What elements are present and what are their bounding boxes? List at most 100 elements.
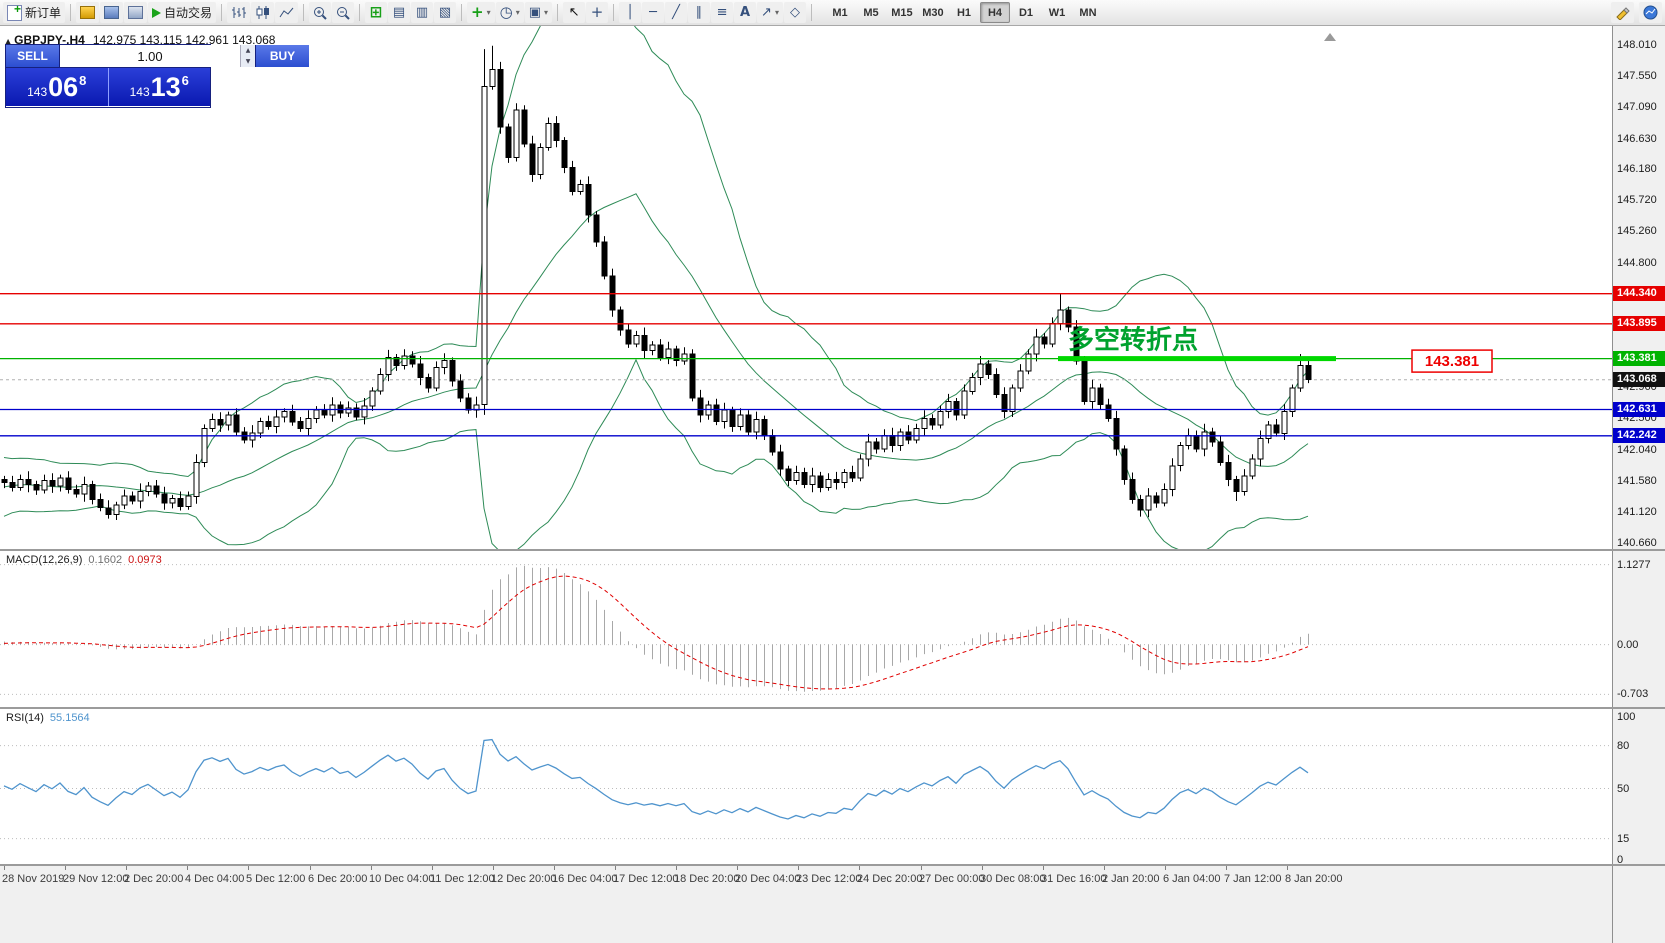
market-watch-button[interactable]	[76, 2, 100, 23]
candle-body	[817, 475, 824, 488]
tf-M1[interactable]: M1	[832, 6, 848, 19]
panel-divider[interactable]	[0, 707, 1665, 709]
toolbar-separator	[557, 4, 559, 21]
time-label: 20 Dec 04:00	[735, 873, 801, 885]
chart-shift-marker[interactable]	[1324, 33, 1336, 41]
tf-D1[interactable]: D1	[1018, 6, 1033, 19]
candle-body	[89, 484, 96, 501]
period-button[interactable]: ◷ ▾	[495, 2, 524, 23]
tf-H4[interactable]: H4	[979, 2, 1010, 23]
candle-body	[281, 411, 288, 418]
price-chart-canvas[interactable]: 多空转折点 143.381	[0, 25, 1613, 549]
vertical-line-tool-button[interactable]: │	[619, 2, 642, 23]
macd-canvas[interactable]	[0, 551, 1613, 707]
candle-body	[1193, 434, 1200, 450]
candle-body	[1265, 424, 1272, 440]
candle-body	[897, 431, 904, 446]
buy-price-prefix: 143	[129, 84, 150, 99]
price-scale[interactable]: 148.010 147.550 147.090 146.630 146.180 145.7…	[1613, 25, 1665, 943]
navigator-button[interactable]	[100, 2, 124, 23]
candle-body	[1241, 475, 1248, 492]
tf-M15[interactable]: M15	[891, 6, 913, 19]
time-axis[interactable]: 28 Nov 2019 29 Nov 12:00 2 Dec 20:00 4 Dec …	[0, 866, 1613, 943]
zoom-out-button[interactable]	[332, 2, 355, 23]
buy-price[interactable]: 143 13 6	[108, 68, 210, 106]
tile-windows-button[interactable]: ⊞	[365, 2, 388, 23]
tf-W1[interactable]: W1	[1048, 6, 1066, 19]
toolbar-separator	[461, 4, 463, 21]
candle-body	[609, 275, 616, 311]
template-button[interactable]: ▣ ▾	[524, 2, 553, 23]
price-tick: 140.660	[1617, 537, 1657, 549]
price-label-box[interactable]	[1411, 349, 1493, 373]
candle-body	[81, 484, 88, 495]
crosshair-tool-button[interactable]: +	[586, 2, 609, 23]
panel-divider[interactable]	[0, 549, 1665, 551]
profile-button-2[interactable]: ▥	[411, 2, 434, 23]
candlestick-chart-button[interactable]	[251, 2, 275, 23]
text-tool-icon: A	[740, 5, 751, 20]
horizontal-line-icon: ─	[649, 5, 657, 20]
candle-body	[457, 380, 464, 399]
macd-panel[interactable]: MACD(12,26,9) 0.1602 0.0973	[0, 551, 1613, 707]
auto-trading-button[interactable]: 自动交易	[148, 2, 217, 23]
time-tick	[371, 866, 372, 870]
bar-chart-button[interactable]	[227, 2, 251, 23]
volume-input[interactable]	[60, 45, 240, 67]
cursor-tool-button[interactable]: ↖	[563, 2, 586, 23]
bollinger-lower-band	[3, 358, 1309, 549]
metaeditor-button[interactable]	[1611, 2, 1634, 23]
candle-body	[617, 309, 624, 331]
rsi-scale-tick: 15	[1617, 832, 1630, 845]
candle-body	[1153, 495, 1160, 504]
trendline-tool-button[interactable]: ╱	[665, 2, 688, 23]
terminal-button[interactable]	[124, 2, 148, 23]
time-label: 31 Dec 16:00	[1041, 873, 1107, 885]
add-indicator-button[interactable]: + ▾	[467, 2, 495, 23]
sell-button[interactable]: SELL	[6, 45, 59, 67]
arrow-tool-icon: ↗	[761, 5, 772, 20]
highlight-segment[interactable]	[1058, 356, 1336, 362]
new-order-button[interactable]: 新订单	[3, 2, 66, 23]
candle-body	[921, 417, 928, 429]
tf-M5[interactable]: M5	[863, 6, 879, 19]
auto-trading-label: 自动交易	[164, 6, 213, 20]
panel-divider[interactable]	[0, 864, 1665, 866]
horizontal-line-tool-button[interactable]: ─	[642, 2, 665, 23]
rsi-panel[interactable]: RSI(14) 55.1564	[0, 709, 1613, 864]
profile-button-1[interactable]: ▤	[388, 2, 411, 23]
profile-button-3[interactable]: ▧	[434, 2, 457, 23]
zoom-in-button[interactable]	[309, 2, 332, 23]
collapse-icon[interactable]: ▲	[5, 37, 12, 46]
buy-button[interactable]: BUY	[256, 45, 309, 67]
candle-body	[985, 363, 992, 375]
new-order-label: 新订单	[25, 6, 62, 20]
channel-tool-button[interactable]: ∥	[688, 2, 711, 23]
price-chart-panel[interactable]: ▲ GBPJPY-.H4 142.975 143.115 142.961 143.0…	[0, 25, 1613, 549]
macd-main-value: 0.1602	[88, 554, 123, 566]
line-chart-button[interactable]	[275, 2, 299, 23]
time-tick	[432, 866, 433, 870]
text-tool-button[interactable]: A	[734, 2, 757, 23]
spinner-down-icon[interactable]: ▼	[241, 56, 255, 67]
tf-M30[interactable]: M30	[922, 6, 944, 19]
candle-body	[913, 428, 920, 441]
candle-body	[505, 126, 512, 158]
annotation-text[interactable]: 多空转折点	[1068, 325, 1198, 356]
candle-body	[97, 499, 104, 509]
tf-MN[interactable]: MN	[1079, 6, 1097, 19]
candle-body	[41, 480, 48, 491]
time-tick	[1104, 866, 1105, 870]
community-button[interactable]	[1639, 2, 1662, 23]
candle-body	[321, 409, 328, 416]
shapes-tool-button[interactable]: ◇	[783, 2, 806, 23]
fibonacci-tool-button[interactable]: ≡	[711, 2, 734, 23]
candle-body	[521, 109, 528, 145]
spinner-up-icon[interactable]: ▲	[241, 45, 255, 56]
tf-H1[interactable]: H1	[956, 6, 971, 19]
candle-body	[441, 360, 448, 369]
candle-body	[1105, 404, 1112, 419]
arrow-tool-button[interactable]: ↗ ▾	[757, 2, 783, 23]
rsi-canvas[interactable]	[0, 709, 1613, 864]
sell-price[interactable]: 143 06 8	[6, 68, 109, 106]
